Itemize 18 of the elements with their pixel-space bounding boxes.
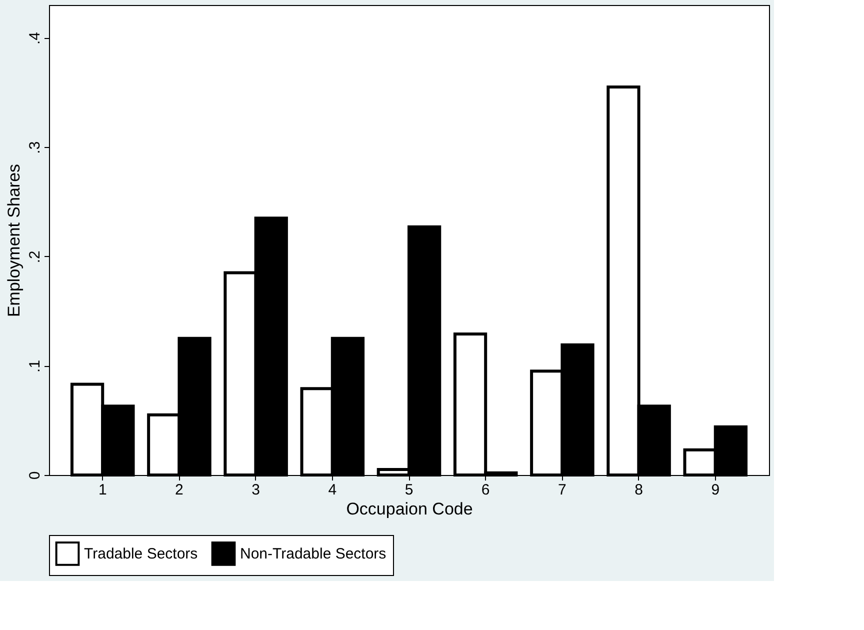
x-axis-title: Occupaion Code xyxy=(346,500,473,518)
x-tick-label: 1 xyxy=(98,482,107,498)
y-axis-title: Employment Shares xyxy=(4,164,24,318)
x-tick-label: 4 xyxy=(328,482,337,498)
x-tick-label: 9 xyxy=(711,482,720,498)
x-tick-label: 3 xyxy=(252,482,260,498)
legend-label: Non-Tradable Sectors xyxy=(240,546,386,563)
y-tick-label: .2 xyxy=(26,250,44,264)
x-tick-label: 2 xyxy=(175,482,184,498)
y-tick-label: .4 xyxy=(26,32,44,45)
x-tick-label: 8 xyxy=(634,482,643,498)
x-tick-label: 6 xyxy=(481,482,490,498)
y-tick-label: 0 xyxy=(26,471,44,480)
y-tick-label: .1 xyxy=(26,360,44,372)
y-tick-label: .3 xyxy=(26,141,44,154)
legend-label: Tradable Sectors xyxy=(84,546,198,563)
x-tick-label: 7 xyxy=(558,482,566,498)
x-tick-label: 5 xyxy=(404,482,414,498)
